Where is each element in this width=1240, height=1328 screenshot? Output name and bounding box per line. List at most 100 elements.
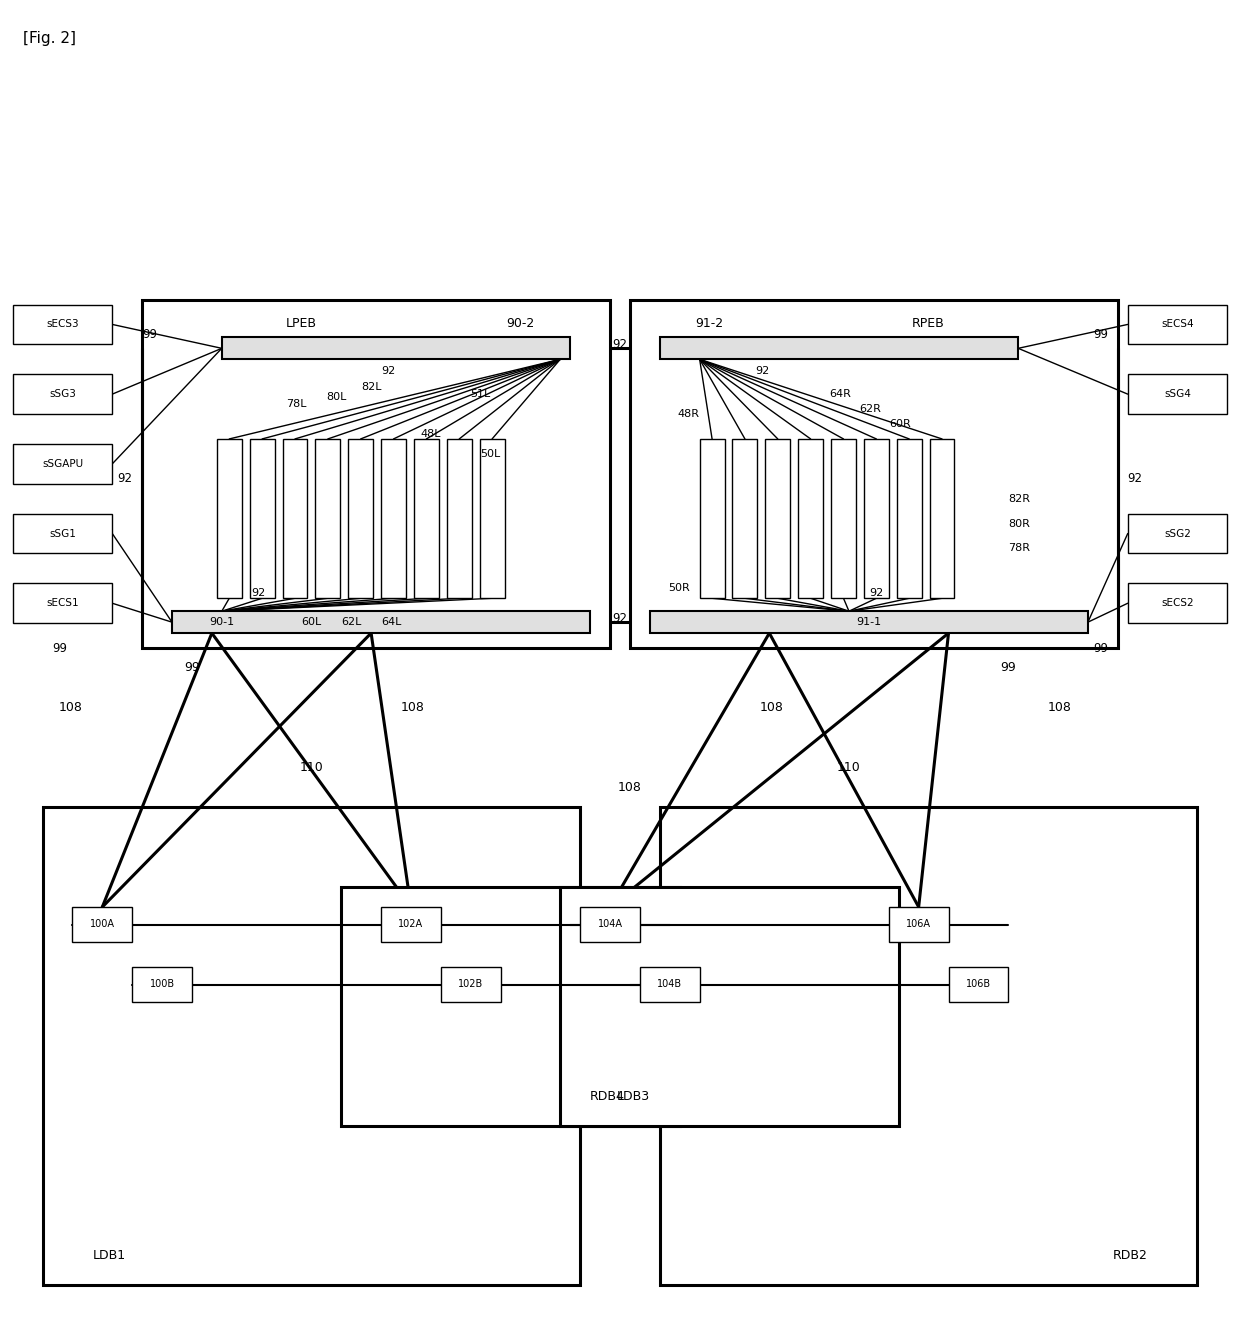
Bar (283, 440, 308, 599)
Text: 99: 99 (1092, 328, 1107, 341)
Text: 92: 92 (252, 588, 265, 599)
Text: 60L: 60L (301, 618, 321, 627)
Bar (949, 967, 1008, 1001)
Text: 104B: 104B (657, 979, 682, 989)
Bar (42, 807, 580, 1286)
Text: 104A: 104A (598, 919, 622, 930)
Bar (1127, 583, 1228, 623)
Text: 92: 92 (613, 337, 627, 351)
Text: 92: 92 (1127, 473, 1143, 485)
Bar (560, 887, 899, 1126)
Text: [Fig. 2]: [Fig. 2] (22, 31, 76, 45)
Text: RPEB: RPEB (913, 317, 945, 331)
Text: sECS4: sECS4 (1161, 320, 1194, 329)
Text: 60R: 60R (889, 420, 910, 429)
Text: 78R: 78R (1008, 543, 1030, 554)
Bar (172, 611, 590, 633)
Bar (733, 440, 758, 599)
Text: 102A: 102A (398, 919, 424, 930)
Text: 48L: 48L (420, 429, 440, 440)
Text: 108: 108 (759, 701, 784, 714)
Bar (348, 440, 373, 599)
Text: sSG2: sSG2 (1164, 529, 1190, 539)
Text: sECS2: sECS2 (1161, 598, 1194, 608)
Bar (446, 440, 471, 599)
Bar (12, 374, 113, 414)
Text: 90-1: 90-1 (210, 618, 234, 627)
Text: 99: 99 (143, 328, 157, 341)
Text: 64L: 64L (381, 618, 402, 627)
Bar (1127, 374, 1228, 414)
Bar (765, 440, 790, 599)
Text: 99: 99 (184, 661, 200, 675)
Text: 82L: 82L (361, 382, 382, 392)
Bar (699, 440, 724, 599)
Bar (650, 611, 1087, 633)
Bar (889, 907, 949, 942)
Text: sECS3: sECS3 (46, 320, 79, 329)
Bar (12, 304, 113, 344)
Bar (315, 440, 340, 599)
Bar (12, 583, 113, 623)
Text: 99: 99 (1092, 641, 1107, 655)
Bar (143, 300, 610, 648)
Text: 50L: 50L (481, 449, 501, 459)
Bar (341, 887, 680, 1126)
Bar (660, 807, 1198, 1286)
Bar (1127, 514, 1228, 554)
Bar (72, 907, 133, 942)
Text: RDB4: RDB4 (590, 1090, 625, 1102)
Bar (381, 440, 405, 599)
Text: 91-1: 91-1 (857, 618, 882, 627)
Text: 92: 92 (755, 367, 769, 376)
Text: sSG1: sSG1 (50, 529, 76, 539)
Bar (897, 440, 921, 599)
Bar (480, 440, 505, 599)
Text: 108: 108 (401, 701, 425, 714)
Text: 92: 92 (613, 612, 627, 624)
Text: 100A: 100A (89, 919, 115, 930)
Text: 108: 108 (58, 701, 82, 714)
Text: 102B: 102B (458, 979, 484, 989)
Bar (133, 967, 192, 1001)
Bar (864, 440, 889, 599)
Text: 64R: 64R (830, 389, 851, 400)
Text: 82R: 82R (1008, 494, 1030, 503)
Text: RDB2: RDB2 (1112, 1250, 1148, 1262)
Text: 99: 99 (52, 641, 67, 655)
Text: sECS1: sECS1 (46, 598, 79, 608)
Text: 106B: 106B (966, 979, 991, 989)
Text: 90-2: 90-2 (506, 317, 534, 331)
Bar (222, 337, 570, 360)
Text: 51L: 51L (471, 389, 491, 400)
Bar (381, 907, 440, 942)
Text: 50R: 50R (668, 583, 689, 594)
Bar (630, 300, 1117, 648)
Text: 108: 108 (1048, 701, 1071, 714)
Text: 80R: 80R (1008, 519, 1030, 529)
Text: 106A: 106A (906, 919, 931, 930)
Text: sSG3: sSG3 (50, 389, 76, 400)
Bar (12, 444, 113, 483)
Text: 92: 92 (118, 473, 133, 485)
Text: 108: 108 (618, 781, 642, 794)
Text: LDB3: LDB3 (616, 1090, 650, 1102)
Text: 92: 92 (381, 367, 396, 376)
Text: 62L: 62L (341, 618, 361, 627)
Text: 78L: 78L (286, 400, 308, 409)
Bar (660, 337, 1018, 360)
Bar (640, 967, 699, 1001)
Bar (580, 907, 640, 942)
Text: 91-2: 91-2 (696, 317, 724, 331)
Bar (831, 440, 856, 599)
Text: 48R: 48R (677, 409, 699, 420)
Bar (1127, 304, 1228, 344)
Text: sSGAPU: sSGAPU (42, 459, 83, 469)
Bar (930, 440, 955, 599)
Text: sSG4: sSG4 (1164, 389, 1190, 400)
Text: 100B: 100B (150, 979, 175, 989)
Bar (414, 440, 439, 599)
Text: 92: 92 (869, 588, 883, 599)
Text: LDB1: LDB1 (92, 1250, 125, 1262)
Bar (217, 440, 242, 599)
